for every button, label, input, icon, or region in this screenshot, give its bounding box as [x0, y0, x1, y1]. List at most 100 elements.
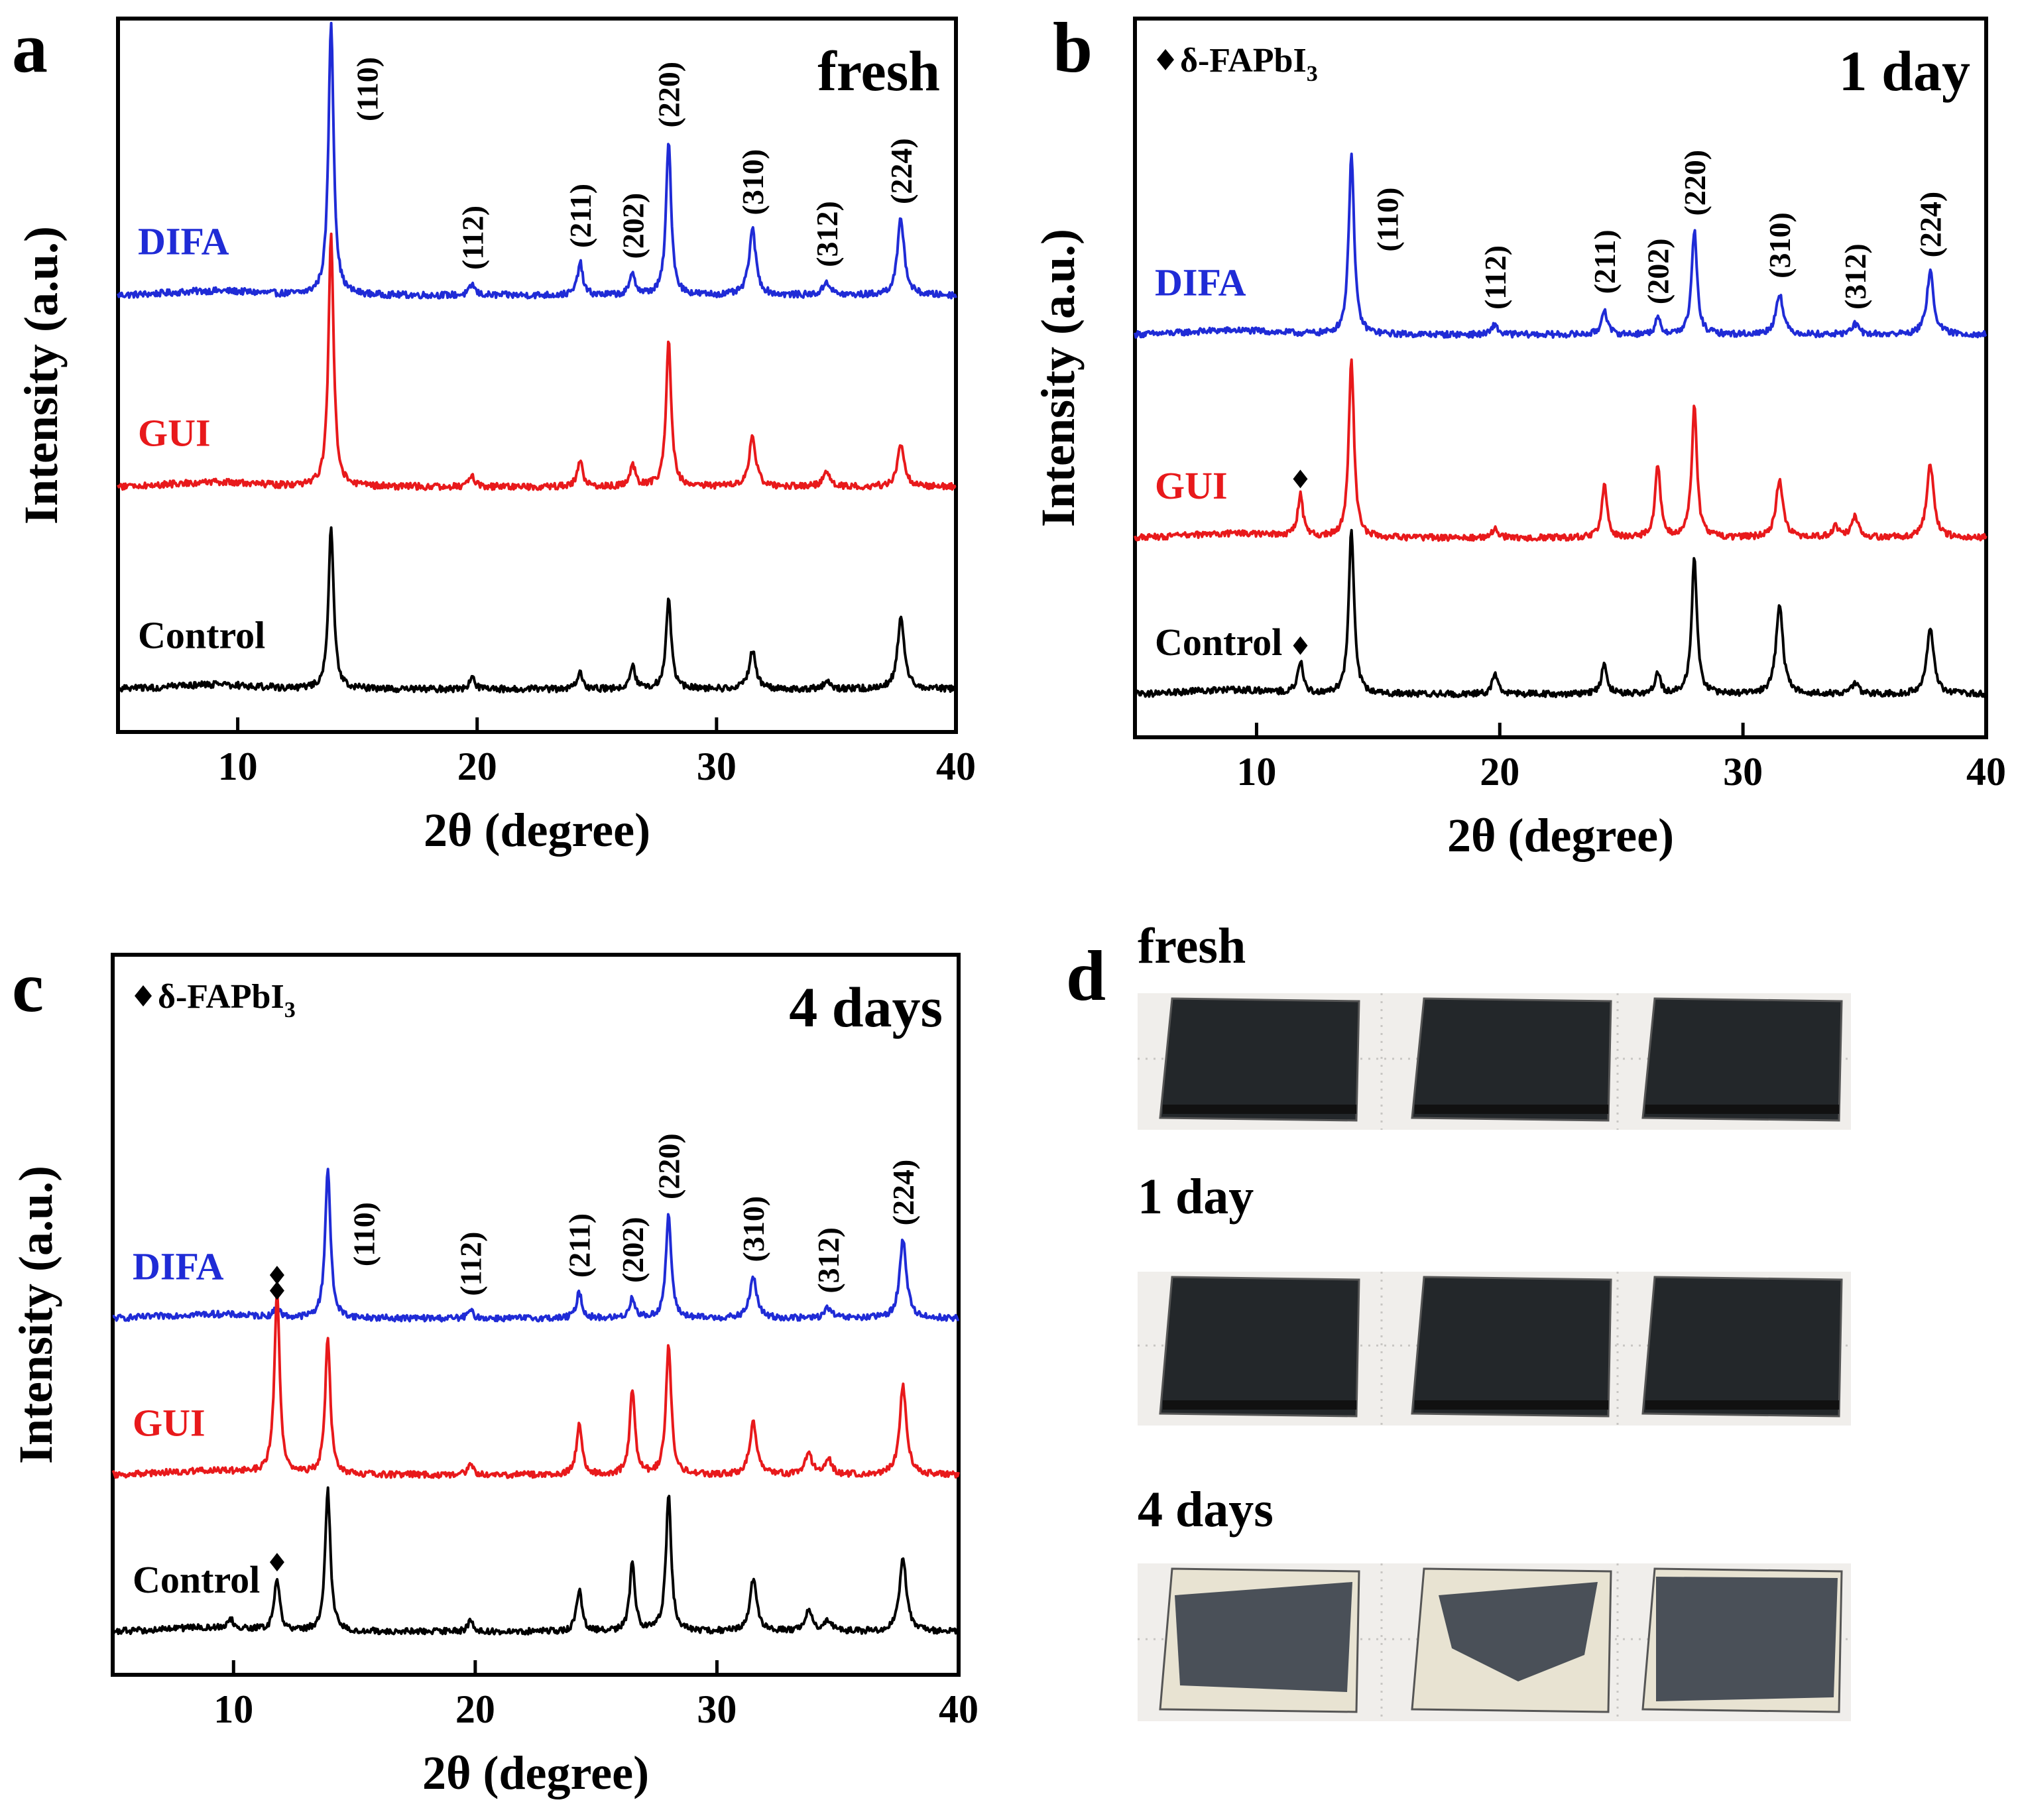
legend-text: δ-FAPbI: [158, 978, 284, 1016]
xrd-trace-difa: [1134, 152, 1988, 339]
film-degraded-area: [1175, 1582, 1352, 1692]
legend-label: δ-FAPbI3: [1180, 42, 1318, 86]
panel-letter-b: b: [1053, 9, 1093, 88]
x-tick-label-30: 30: [697, 1687, 737, 1731]
plot-frame: [1133, 17, 1988, 739]
hkl-label: (220): [652, 62, 686, 128]
xrd-trace-gui: [117, 232, 957, 491]
y-axis-label: Intensity (a.u.): [15, 226, 68, 524]
delta-phase-diamond-icon: [1293, 469, 1308, 489]
film-substrate: [1641, 997, 1843, 1122]
series-label-difa: DIFA: [133, 1244, 224, 1288]
panel-a-fresh-xrd: a 10 20 30 40 2θ (degree) Intensity (a.u.) fres…: [12, 9, 976, 857]
series-label-gui: GUI: [138, 411, 211, 454]
panel-letter-a: a: [12, 9, 48, 88]
hkl-label: (211): [1588, 229, 1622, 294]
film-substrate: [1159, 1276, 1360, 1418]
xrd-trace-difa: [117, 21, 957, 300]
film-edge: [1645, 1400, 1839, 1410]
panel-d-film-photos: d fresh 1 day 4 days: [1066, 918, 1851, 1721]
hkl-label: (312): [811, 1227, 845, 1294]
hkl-label: (211): [563, 1213, 597, 1278]
film-edge: [1163, 1400, 1356, 1410]
hkl-label: (220): [1678, 150, 1712, 216]
film-substrate: [1159, 997, 1360, 1122]
hkl-label: (224): [1914, 192, 1948, 258]
xrd-trace-control: [1134, 528, 1988, 698]
plot-frame: [111, 953, 961, 1677]
hkl-label: (202): [616, 193, 650, 259]
hkl-label: (224): [886, 1160, 920, 1226]
hkl-label: (310): [737, 1196, 770, 1262]
hkl-label: (202): [616, 1217, 650, 1283]
x-axis-label: 2θ (degree): [1447, 809, 1674, 862]
panel-b-1-day-xrd: b 10 20 30 40 2θ (degree) Intensity (a.u.) 1 da…: [1032, 9, 2006, 862]
hkl-label: (224): [884, 138, 918, 204]
series-label-gui: GUI: [133, 1402, 206, 1445]
panel-c-4-days-xrd: c 10 20 30 40 2θ (degree) Intensity (a.u.) 4 da…: [9, 948, 979, 1799]
xrd-trace-control: [111, 1486, 960, 1636]
series-label-gui: GUI: [1155, 464, 1228, 507]
y-axis-label: Intensity (a.u.): [1032, 229, 1085, 527]
legend-text: δ-FAPbI: [1180, 42, 1307, 80]
x-axis-label: 2θ (degree): [422, 1746, 649, 1799]
hkl-label: (110): [350, 57, 384, 121]
series-label-control: Control: [133, 1558, 260, 1601]
panel-letter-d: d: [1066, 937, 1106, 1016]
xrd-trace-gui: [111, 1287, 960, 1479]
x-tick-label-30: 30: [1723, 750, 1763, 794]
plot-frame: [116, 17, 958, 734]
photo-row-label-4-days: 4 days: [1138, 1482, 1274, 1538]
series-label-control: Control: [1155, 621, 1282, 664]
panel-title: 4 days: [789, 975, 943, 1039]
hkl-label: (110): [1371, 188, 1405, 252]
film-edge: [1163, 1105, 1356, 1114]
film-degraded-area: [1656, 1577, 1838, 1701]
x-tick-label-30: 30: [697, 745, 737, 788]
legend-subscript: 3: [1307, 62, 1318, 86]
film-substrate: [1641, 1276, 1843, 1418]
series-label-control: Control: [138, 614, 265, 657]
legend-subscript: 3: [284, 998, 296, 1022]
photo-row-label-fresh: fresh: [1138, 918, 1246, 974]
xrd-trace-control: [117, 526, 957, 694]
x-tick-label-10: 10: [1236, 750, 1276, 794]
x-tick-label-20: 20: [1480, 750, 1519, 794]
hkl-label: (312): [810, 201, 844, 267]
diamond-icon: [135, 985, 152, 1006]
film-degraded-area: [1439, 1582, 1598, 1681]
legend-label: δ-FAPbI3: [158, 978, 296, 1022]
series-label-difa: DIFA: [138, 220, 229, 263]
hkl-label: (211): [564, 184, 597, 248]
panel-letter-c: c: [12, 948, 44, 1027]
panel-title: 1 day: [1839, 39, 1970, 103]
film-substrate: [1411, 1276, 1612, 1418]
x-tick-label-10: 10: [213, 1687, 253, 1731]
photo-row-label-1-day: 1 day: [1138, 1169, 1254, 1225]
x-tick-label-20: 20: [457, 745, 497, 788]
panel-title: fresh: [817, 39, 940, 103]
delta-phase-diamond-icon: [269, 1266, 284, 1285]
hkl-label: (310): [1763, 212, 1797, 278]
x-tick-label-40: 40: [1966, 750, 2006, 794]
hkl-label: (202): [1641, 238, 1675, 304]
delta-phase-diamond-icon: [1293, 636, 1308, 655]
film-edge: [1415, 1105, 1608, 1114]
x-tick-label-10: 10: [218, 745, 258, 788]
film-edge: [1645, 1105, 1839, 1114]
series-label-difa: DIFA: [1155, 261, 1246, 304]
delta-phase-diamond-icon: [269, 1553, 284, 1572]
y-axis-label: Intensity (a.u.): [9, 1166, 62, 1464]
xrd-trace-difa: [112, 1168, 960, 1323]
film-edge: [1415, 1400, 1608, 1410]
x-tick-label-40: 40: [939, 1687, 979, 1731]
delta-phase-diamond-icon: [269, 1281, 284, 1300]
hkl-label: (220): [652, 1133, 686, 1199]
xrd-trace-gui: [1134, 358, 1988, 542]
hkl-label: (110): [347, 1202, 381, 1266]
hkl-label: (112): [455, 206, 489, 270]
hkl-label: (112): [454, 1232, 488, 1296]
x-tick-label-40: 40: [936, 745, 976, 788]
x-axis-label: 2θ (degree): [424, 804, 650, 857]
